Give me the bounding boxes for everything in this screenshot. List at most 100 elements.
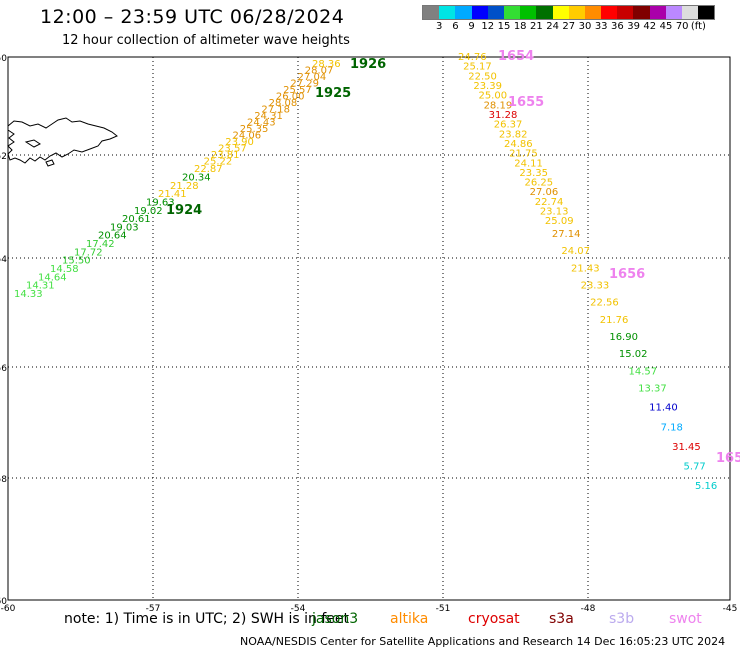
wave-height-value: 25.22 bbox=[204, 157, 233, 168]
wave-height-value: 13.37 bbox=[638, 384, 667, 395]
wave-height-value: 26.25 bbox=[524, 178, 553, 189]
wave-height-value: 20.61 bbox=[122, 214, 151, 225]
wave-height-value: 24.11 bbox=[514, 158, 543, 169]
wave-height-value: 14.58 bbox=[50, 264, 79, 275]
color-legend: 3 6 9 12 15 18 21 24 27 30 33 36 39 42 45 70 (ft) bbox=[422, 5, 716, 34]
legend-swatch bbox=[568, 6, 585, 19]
map-grid: -50 -52 -54 -56 -58 -60-60 -57 -54 -51 -48 -45 bbox=[0, 54, 737, 614]
wave-height-value: 21.75 bbox=[509, 149, 538, 160]
legend-label: 21 bbox=[530, 21, 543, 32]
satellite-cryosat: cryosat bbox=[468, 611, 520, 627]
pass-time-label: 1925 bbox=[315, 86, 351, 101]
satellite-s3b: s3b bbox=[609, 611, 635, 627]
longitude-label: -57 bbox=[146, 604, 161, 614]
wave-height-value: 27.06 bbox=[530, 187, 559, 198]
wave-height-value: 27.14 bbox=[552, 229, 581, 240]
wave-height-value: 15.50 bbox=[62, 256, 91, 267]
wave-height-value: 23.57 bbox=[218, 144, 247, 155]
wave-height-value: 23.39 bbox=[473, 81, 502, 92]
legend-label: 70 bbox=[675, 21, 689, 32]
legend-label: 24 bbox=[546, 21, 559, 32]
wave-height-value: 15.02 bbox=[619, 349, 648, 360]
wave-height-value: 22.74 bbox=[535, 197, 564, 208]
latitude-label: -50 bbox=[0, 54, 7, 64]
wave-height-value: 27.18 bbox=[261, 105, 290, 116]
pass-time-label: 165 bbox=[716, 451, 740, 466]
legend-swatch bbox=[584, 6, 602, 19]
legend-label: 18 bbox=[513, 21, 527, 32]
wave-height-value: 28.36 bbox=[312, 59, 341, 70]
wave-height-value: 28.07 bbox=[305, 66, 334, 77]
satellite-altika: altika bbox=[390, 611, 429, 627]
pass-time-label: 1655 bbox=[508, 95, 544, 110]
wave-height-value: 19.03 bbox=[110, 222, 139, 233]
legend-swatch bbox=[649, 6, 666, 19]
wave-height-value: 23.13 bbox=[540, 207, 569, 218]
legend-swatch bbox=[503, 6, 521, 19]
legend-label: 6 bbox=[452, 21, 459, 32]
legend-label: 12 bbox=[481, 21, 495, 32]
map-title: 12:00 – 23:59 UTC 06/28/2024 bbox=[40, 6, 345, 28]
wave-height-value: 16.90 bbox=[609, 332, 638, 343]
legend-swatch bbox=[633, 6, 650, 19]
wave-height-value: 28.08 bbox=[269, 98, 298, 109]
wave-height-value: 19.63 bbox=[146, 197, 175, 208]
legend-label: 15 bbox=[497, 21, 511, 32]
wave-height-value: 5.16 bbox=[695, 481, 717, 492]
legend-label: 3 bbox=[436, 21, 443, 32]
wave-height-value: 25.17 bbox=[463, 62, 492, 73]
wave-height-value: 31.45 bbox=[672, 442, 701, 453]
wave-height-value: 28.19 bbox=[484, 100, 513, 111]
wave-height-value: 7.18 bbox=[661, 422, 683, 433]
legend-label: (ft) bbox=[690, 21, 706, 32]
legend-swatches bbox=[422, 5, 716, 20]
wave-height-value: 14.64 bbox=[38, 272, 67, 283]
wave-height-value: 25.00 bbox=[478, 91, 507, 102]
wave-height-value: 24.76 bbox=[458, 52, 487, 63]
wave-height-value: 27.29 bbox=[290, 79, 319, 90]
legend-swatch bbox=[423, 6, 440, 19]
legend-label: 45 bbox=[659, 21, 673, 32]
longitude-label: -48 bbox=[581, 604, 596, 614]
satellite-jason3: jason3 bbox=[312, 611, 359, 627]
wave-height-value: 25.09 bbox=[545, 216, 574, 227]
wave-height-value: 22.50 bbox=[468, 71, 497, 82]
wave-height-tracks: 28.3628.0727.0427.2925.5726.0028.0827.18… bbox=[14, 49, 740, 492]
legend-label: 39 bbox=[627, 21, 640, 32]
wave-height-value: 11.40 bbox=[649, 403, 678, 414]
wave-height-value: 31.28 bbox=[489, 110, 518, 121]
falkland-islands-outline bbox=[7, 117, 118, 167]
longitude-label: -51 bbox=[436, 604, 451, 614]
wave-height-value: 24.86 bbox=[504, 139, 533, 150]
legend-label: 9 bbox=[468, 21, 475, 32]
pass-time-label: 1656 bbox=[609, 267, 645, 282]
wave-height-value: 14.31 bbox=[26, 281, 55, 292]
wave-height-value: 22.56 bbox=[590, 298, 619, 309]
legend-swatch bbox=[665, 6, 682, 19]
legend-labels: 3 6 9 12 15 18 21 24 27 30 33 36 39 42 45 70 (ft) bbox=[422, 20, 715, 34]
wave-height-value: 23.82 bbox=[499, 129, 528, 140]
wave-height-value: 17.72 bbox=[74, 247, 103, 258]
wave-height-value: 21.76 bbox=[600, 315, 629, 326]
longitude-label: -54 bbox=[291, 604, 306, 614]
wave-height-value: 17.42 bbox=[86, 239, 115, 250]
wave-height-value: 23.81 bbox=[211, 150, 240, 161]
legend-label: 33 bbox=[594, 21, 608, 32]
legend-swatch bbox=[617, 6, 634, 19]
wave-height-value: 20.64 bbox=[98, 231, 127, 242]
wave-height-value: 21.28 bbox=[170, 181, 199, 192]
wave-height-value: 24.31 bbox=[254, 111, 283, 122]
legend-label: 36 bbox=[611, 21, 624, 32]
legend-label: 42 bbox=[643, 21, 657, 32]
legend-swatch bbox=[487, 6, 504, 19]
legend-swatch bbox=[439, 6, 456, 19]
legend-swatch bbox=[601, 6, 618, 19]
latitude-label: -54 bbox=[0, 255, 7, 265]
latitude-label: -52 bbox=[0, 152, 7, 162]
latitude-label: -56 bbox=[0, 364, 7, 374]
legend-swatch bbox=[455, 6, 472, 19]
pass-time-label: 1924 bbox=[166, 203, 202, 218]
wave-height-value: 21.41 bbox=[158, 189, 187, 200]
pass-time-label: 1926 bbox=[350, 57, 386, 72]
